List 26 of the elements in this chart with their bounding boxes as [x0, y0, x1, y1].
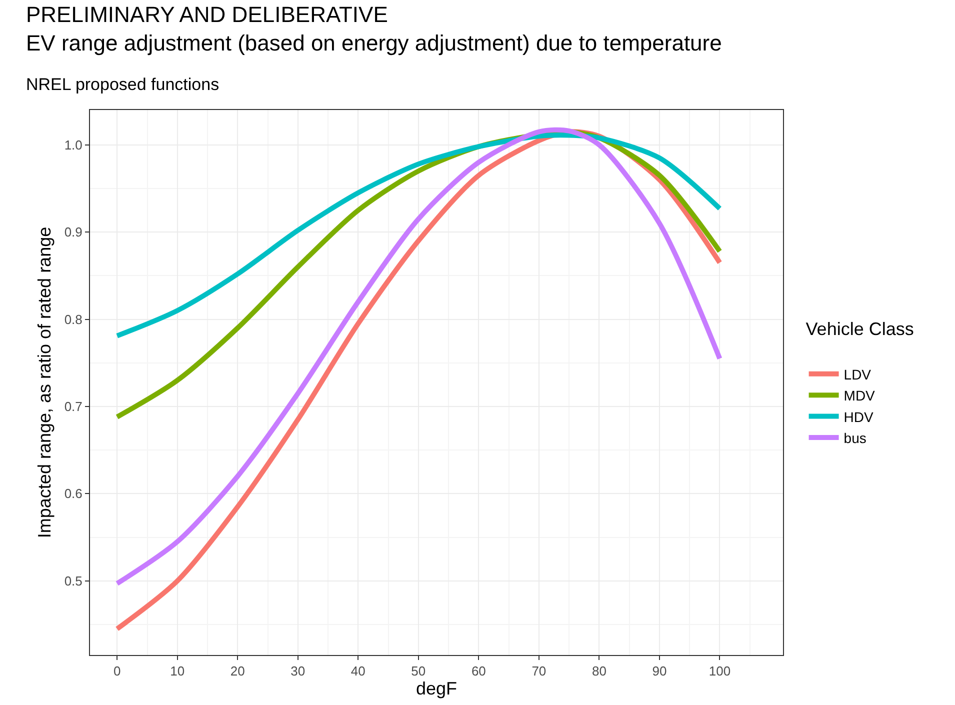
- y-tick-label: 0.9: [64, 224, 82, 240]
- y-tick-label: 1.0: [64, 137, 82, 152]
- chart-title: PRELIMINARY AND DELIBERATIVE EV range adjustment (based on energy adjustment) due to temperature: [26, 2, 722, 56]
- x-tick-label: 10: [170, 664, 185, 679]
- x-tick-label: 30: [290, 664, 306, 679]
- x-tick-label: 60: [471, 664, 486, 679]
- x-tick-label: 90: [652, 664, 667, 679]
- y-tick-label: 0.5: [64, 573, 82, 588]
- x-tick-label: 20: [230, 664, 245, 679]
- x-axis-title: degF: [416, 678, 458, 699]
- chart-subtitle: NREL proposed functions: [26, 75, 220, 94]
- x-tick-label: 70: [532, 664, 546, 679]
- y-tick-label: 0.8: [64, 312, 82, 327]
- legend-label: HDV: [844, 408, 874, 425]
- x-tick-label: 50: [411, 664, 426, 679]
- y-tick-label: 0.7: [64, 399, 82, 414]
- x-tick-label: 0: [114, 664, 121, 679]
- legend-label: bus: [844, 430, 866, 446]
- x-tick-label: 100: [708, 664, 731, 679]
- legend-label: LDV: [844, 366, 872, 382]
- y-axis-title: Impacted range, as ratio of rated range: [34, 226, 55, 538]
- legend-label: MDV: [844, 388, 876, 404]
- x-tick-label: 40: [350, 664, 366, 679]
- legend-title: Vehicle Class: [806, 318, 914, 339]
- x-tick-label: 80: [592, 664, 606, 679]
- y-tick-label: 0.6: [64, 486, 82, 502]
